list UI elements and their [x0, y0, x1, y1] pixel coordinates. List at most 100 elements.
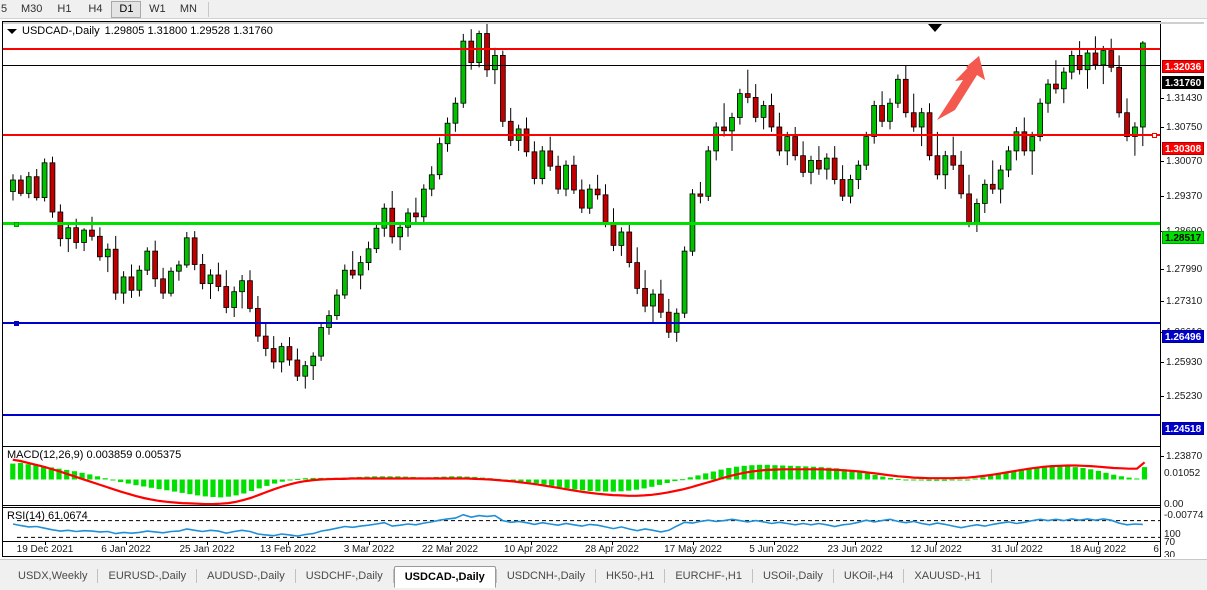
- price-scale-tick-label: 1.23870: [1166, 451, 1203, 462]
- price-scale-tick: 1.23870: [1161, 451, 1202, 463]
- macd-series: [10, 458, 1148, 505]
- price-badge-blue: 1.24518: [1162, 422, 1205, 435]
- chart-tab-label: EURUSD-,Daily: [108, 570, 187, 582]
- chart-tab-eurchf-h1[interactable]: EURCHF-,H1: [665, 566, 752, 586]
- tick-mark: [1161, 361, 1164, 363]
- price-chart-pane[interactable]: USDCAD-,Daily 1.29805 1.31800 1.29528 1.…: [3, 22, 1204, 444]
- chart-tab-label: USDCNH-,Daily: [506, 570, 586, 582]
- tab-divider: [664, 569, 666, 583]
- timeframe-button-5[interactable]: 5: [0, 1, 14, 18]
- chart-tab-label: XAUUSD-,H1: [914, 570, 982, 582]
- timeframe-button-w1[interactable]: W1: [142, 1, 172, 18]
- chart-frame[interactable]: USDCAD-,Daily 1.29805 1.31800 1.29528 1.…: [2, 21, 1205, 557]
- date-axis-tick-mark: [369, 542, 370, 545]
- tab-divider: [991, 569, 993, 583]
- timeframe-button-mn[interactable]: MN: [173, 1, 203, 18]
- price-scale-tick-label: 1.30750: [1166, 122, 1203, 133]
- timeframe-button-h4[interactable]: H4: [80, 1, 110, 18]
- price-scale-tick: 1.30750: [1161, 122, 1202, 134]
- price-badge-black: 1.31760: [1162, 76, 1205, 89]
- date-axis-tick-mark: [531, 542, 532, 545]
- date-axis-tick-label: 10 Apr 2022: [504, 544, 558, 555]
- bullish-arrow-annotation-icon[interactable]: [933, 50, 1003, 122]
- indicator-scale-tick-label: 0.00: [1164, 499, 1184, 510]
- indicator-scale-tick-label: 100: [1164, 529, 1181, 540]
- timeframe-button-m30[interactable]: M30: [15, 1, 48, 18]
- timeframe-button-label: H4: [88, 3, 103, 15]
- chart-tab-usdcad-daily[interactable]: USDCAD-,Daily: [393, 566, 496, 588]
- price-badge-red: 1.32036: [1162, 60, 1205, 73]
- indicator-scale-tick-label: 70: [1164, 537, 1176, 548]
- date-axis-tick-label: 13 Feb 2022: [259, 544, 317, 555]
- macd-indicator-pane[interactable]: MACD(12,26,9) 0.003859 0.005375: [3, 446, 1204, 506]
- price-scale-tick-label: 1.29370: [1166, 191, 1203, 202]
- date-axis-tick-mark: [612, 542, 613, 545]
- date-axis-tick-mark: [45, 542, 46, 545]
- chart-header: USDCAD-,Daily 1.29805 1.31800 1.29528 1.…: [7, 25, 273, 37]
- price-scale-tick: 1.31430: [1161, 93, 1202, 105]
- date-axis-tick-mark: [693, 542, 694, 545]
- date-axis-tick-mark: [1017, 542, 1018, 545]
- timeframe-button-h1[interactable]: H1: [49, 1, 79, 18]
- top-marker-rail: [3, 22, 1204, 24]
- indicator-scale-tick-label: 30: [1164, 550, 1176, 557]
- date-axis-tick-label: 3 Mar 2022: [343, 544, 395, 555]
- chart-tab-audusd-daily[interactable]: AUDUSD-,Daily: [197, 566, 295, 586]
- price-scale-tick: 1.27310: [1161, 296, 1202, 308]
- price-scale-tick-label: 1.27310: [1166, 296, 1203, 307]
- price-scale-tick: 1.30070: [1161, 156, 1202, 168]
- price-scale-tick-label: 1.25930: [1166, 357, 1203, 368]
- rsi-indicator-pane[interactable]: RSI(14) 61.0674: [3, 507, 1204, 550]
- tick-mark: [1161, 395, 1164, 397]
- timeframe-button-d1[interactable]: D1: [111, 0, 142, 18]
- date-axis-tick-mark: [1098, 542, 1099, 545]
- macd-label: MACD(12,26,9) 0.003859 0.005375: [7, 449, 182, 461]
- price-badge-red: 1.30308: [1162, 142, 1205, 155]
- chart-tab-hk50-h1[interactable]: HK50-,H1: [596, 566, 664, 586]
- date-axis-tick-label: 25 Jan 2022: [179, 544, 235, 555]
- date-axis-tick-label: 28 Apr 2022: [585, 544, 639, 555]
- indicator-scale-tick-label: 0: [1164, 556, 1170, 557]
- chart-tab-usdcnh-daily[interactable]: USDCNH-,Daily: [497, 566, 595, 586]
- timeframe-button-label: MN: [179, 3, 197, 15]
- price-scale-tick: 1.25230: [1161, 391, 1202, 403]
- tick-mark: [1161, 268, 1164, 270]
- price-scale-tick-label: 1.30070: [1166, 156, 1203, 167]
- chart-tab-usdchf-daily[interactable]: USDCHF-,Daily: [296, 566, 393, 586]
- tick-mark: [1161, 300, 1164, 302]
- price-scale-tick-label: 1.31430: [1166, 93, 1203, 104]
- rsi-label: RSI(14) 61.0674: [7, 510, 88, 522]
- rsi-series: [12, 513, 1198, 538]
- chart-tab-ukoil-h4[interactable]: UKOil-,H4: [834, 566, 904, 586]
- tick-mark: [1161, 126, 1164, 128]
- tab-divider: [294, 569, 296, 583]
- date-axis-tick-label: 31 Jul 2022: [991, 544, 1043, 555]
- chart-tab-label: AUDUSD-,Daily: [207, 570, 285, 582]
- tab-divider: [97, 569, 99, 583]
- timeframe-button-label: D1: [119, 3, 134, 15]
- chart-tab-eurusd-daily[interactable]: EURUSD-,Daily: [98, 566, 196, 586]
- price-scale-tick-label: 1.27990: [1166, 264, 1203, 275]
- chart-tab-label: HK50-,H1: [606, 570, 655, 582]
- chart-tab-label: USDCHF-,Daily: [305, 570, 383, 582]
- chart-tab-xauusd-h1[interactable]: XAUUSD-,H1: [904, 566, 991, 586]
- tick-mark: [1161, 455, 1164, 457]
- timeframe-button-label: M30: [21, 3, 43, 15]
- price-badge-blue: 1.26496: [1162, 330, 1205, 343]
- tab-divider: [196, 569, 198, 583]
- tick-mark: [1161, 160, 1164, 162]
- price-scale-axis[interactable]: 1.314301.307501.300701.293701.286901.279…: [1160, 21, 1207, 557]
- chart-tab-label: USDCAD-,Daily: [404, 571, 485, 583]
- chart-tab-usoil-daily[interactable]: USOil-,Daily: [753, 566, 833, 586]
- timeframe-button-label: W1: [149, 3, 166, 15]
- price-scale-tick: 1.25930: [1161, 357, 1202, 369]
- chart-tab-usdx-weekly[interactable]: USDX,Weekly: [8, 566, 97, 586]
- date-axis-tick-mark: [207, 542, 208, 545]
- date-axis[interactable]: 19 Dec 2021 6 Jan 2022 25 Jan 2022 13 Feb 2…: [3, 541, 1204, 556]
- date-axis-tick-mark: [936, 542, 937, 545]
- price-scale-tick: 1.29370: [1161, 191, 1202, 203]
- triangle-down-icon[interactable]: [7, 28, 17, 34]
- tick-mark: [1161, 195, 1164, 197]
- date-axis-tick-mark: [450, 542, 451, 545]
